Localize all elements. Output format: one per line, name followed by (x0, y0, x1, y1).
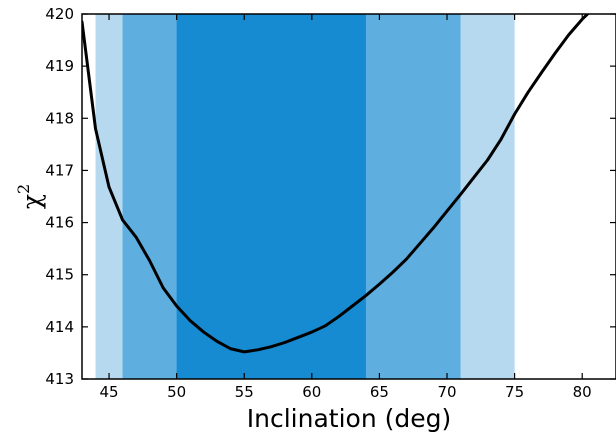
y-axis-label-superscript: 2 (14, 184, 33, 194)
y-tick-label: 417 (45, 161, 74, 179)
x-tick-label: 75 (505, 383, 524, 401)
y-axis-label-symbol: χ (17, 194, 46, 209)
confidence-band-3 (176, 14, 366, 379)
x-tick-label: 80 (573, 383, 592, 401)
x-tick-label: 65 (370, 383, 389, 401)
y-tick-label: 413 (45, 370, 74, 388)
x-tick-label: 60 (302, 383, 321, 401)
plot-border (81, 13, 616, 380)
y-axis-label: χ2 (14, 184, 46, 209)
x-tick-label: 55 (235, 383, 254, 401)
y-tick-label: 418 (45, 109, 74, 127)
x-tick-label: 50 (167, 383, 186, 401)
curve-layer (82, 14, 590, 354)
y-tick-label: 415 (45, 266, 74, 284)
y-tick-label: 420 (45, 5, 74, 23)
x-tick-label: 45 (99, 383, 118, 401)
confidence-bands (95, 14, 515, 379)
y-tick-label: 416 (45, 214, 74, 232)
axis-ticks: 45 50 55 60 65 70 75 80 413 414 415 416 417 418 419 420 (45, 5, 616, 401)
x-axis-label: Inclination (deg) (247, 404, 451, 433)
x-tick-label: 70 (437, 383, 456, 401)
plot-frame (81, 13, 616, 380)
chi-squared-curve (82, 14, 590, 354)
y-tick-label: 414 (45, 318, 74, 336)
y-tick-label: 419 (45, 57, 74, 75)
